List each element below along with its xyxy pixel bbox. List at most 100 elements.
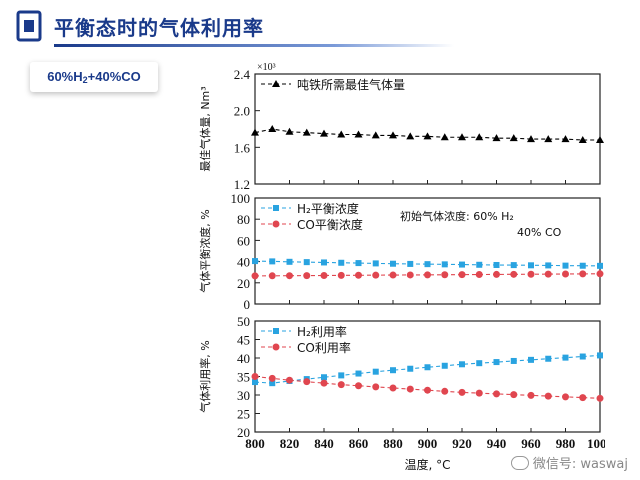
data-point <box>528 262 534 269</box>
data-point <box>372 260 379 267</box>
annotation-line: 40% CO <box>517 226 562 239</box>
x-tick-label: 920 <box>452 436 472 451</box>
data-point <box>545 262 552 269</box>
x-tick-label: 840 <box>314 436 334 451</box>
x-tick-label: 980 <box>556 436 576 451</box>
x-tick-label: 800 <box>245 436 265 451</box>
y-tick-label: 100 <box>231 191 251 206</box>
data-point <box>510 391 518 399</box>
legend-label: H₂利用率 <box>297 324 347 339</box>
data-point <box>355 260 362 267</box>
data-point <box>268 272 276 280</box>
data-point <box>251 128 259 136</box>
data-point <box>476 360 483 367</box>
data-point <box>371 131 380 139</box>
series-line <box>254 375 601 399</box>
watermark-text: 微信号: waswaj <box>532 457 628 472</box>
data-point <box>493 270 500 278</box>
y-tick-label: 50 <box>237 314 250 329</box>
data-point <box>338 372 345 379</box>
title-underline <box>54 44 454 47</box>
data-point <box>424 364 431 371</box>
data-point <box>303 272 311 280</box>
data-point <box>269 258 276 265</box>
x-tick-label: 880 <box>383 436 403 451</box>
data-point <box>424 386 431 394</box>
data-point <box>251 373 259 380</box>
data-point <box>303 259 310 266</box>
y-axis-label: 气体利用率, % <box>198 340 212 412</box>
data-point <box>579 262 586 269</box>
data-point <box>406 271 414 279</box>
annotation-line: 初始气体浓度: 60% H₂ <box>400 209 514 223</box>
y-tick-label: 80 <box>237 212 250 227</box>
data-point <box>492 134 501 142</box>
legend-label: CO利用率 <box>297 340 351 355</box>
data-point <box>510 357 517 364</box>
data-point <box>406 132 415 140</box>
data-point <box>286 258 293 265</box>
data-point <box>458 271 466 279</box>
data-point <box>372 368 379 375</box>
series-line <box>254 260 601 267</box>
data-point <box>527 270 535 278</box>
x-tick-label: 860 <box>349 436 369 451</box>
data-point <box>286 376 293 384</box>
data-point <box>459 261 465 268</box>
y-tick-label: 1.2 <box>234 177 250 192</box>
data-point <box>321 259 327 266</box>
gas-composition-tag: 60%H2+40%CO <box>30 62 158 92</box>
data-point <box>476 261 483 268</box>
data-point <box>252 379 258 386</box>
data-point <box>285 127 294 135</box>
series-line <box>254 273 601 277</box>
data-point <box>579 270 587 278</box>
data-point <box>251 272 259 280</box>
legend-label: CO平衡浓度 <box>297 217 363 232</box>
data-point <box>407 365 414 372</box>
data-point <box>355 271 362 279</box>
legend-marker <box>273 205 279 211</box>
y-tick-label: 40 <box>237 351 250 366</box>
legend-marker <box>272 343 280 351</box>
data-point <box>252 258 258 265</box>
data-point <box>268 125 277 132</box>
data-point <box>545 355 552 362</box>
data-point <box>407 260 414 267</box>
legend-label: H₂平衡浓度 <box>297 201 359 216</box>
data-point <box>441 362 448 369</box>
data-point <box>354 130 363 138</box>
data-point <box>510 262 517 269</box>
data-point <box>493 359 500 366</box>
data-point <box>527 135 535 143</box>
data-point <box>441 261 448 268</box>
data-point <box>441 271 449 279</box>
data-point <box>302 128 311 136</box>
data-point <box>406 385 414 393</box>
y-axis-label: 气体平衡浓度, % <box>198 209 212 292</box>
y-tick-label: 60 <box>237 233 250 248</box>
data-point <box>440 133 449 141</box>
legend-marker <box>273 328 279 334</box>
y-tick-label: 45 <box>237 333 250 348</box>
chart-figure: 1.2 1.6 2.0 2.4 最佳气体量, Nm³ ×10³ 吨铁所需最佳气体量 0 20 40… <box>198 62 605 472</box>
data-point <box>337 271 345 279</box>
data-point <box>509 134 518 142</box>
data-point <box>579 394 587 402</box>
data-point <box>320 379 328 387</box>
data-point <box>510 270 518 278</box>
data-point <box>389 271 397 279</box>
series-line <box>254 128 600 141</box>
wechat-icon <box>510 456 529 470</box>
data-point <box>389 384 397 392</box>
tag-text-b: +40%CO <box>87 69 141 84</box>
y-axis-label: 最佳气体量, Nm³ <box>198 86 212 171</box>
x-tick-label: 820 <box>280 436 300 451</box>
y-tick-label: 0 <box>244 297 251 312</box>
data-point <box>286 272 293 280</box>
data-point <box>390 367 396 374</box>
watermark: 微信号: waswaj <box>510 453 628 472</box>
data-point <box>303 378 311 386</box>
data-point <box>597 262 603 269</box>
data-point <box>579 353 586 360</box>
